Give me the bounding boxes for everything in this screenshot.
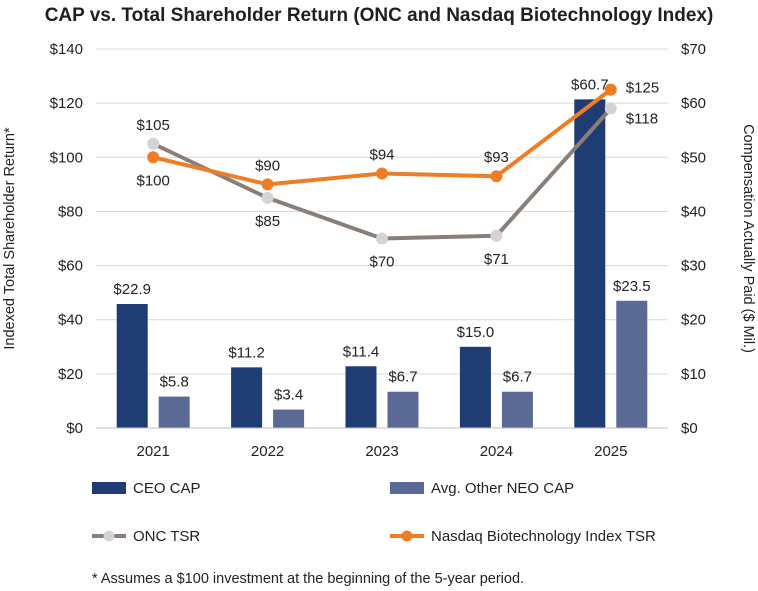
left-tick-label: $20 (58, 366, 83, 383)
bar-data-label: $5.8 (160, 374, 189, 391)
line-data-label: $93 (484, 149, 509, 166)
footnote: * Assumes a $100 investment at the begin… (92, 571, 524, 587)
legend-label: Avg. Other NEO CAP (431, 480, 574, 497)
bar-avg-other-neo-cap (616, 300, 648, 428)
legend: CEO CAP Avg. Other NEO CAP ONC TSR Nasdaq B… (92, 480, 656, 545)
left-axis-title: Indexed Total Shareholder Return* (2, 127, 18, 350)
right-tick-label: $60 (681, 95, 706, 112)
point-onc-tsr (604, 102, 617, 115)
point-nasdaq-biotechnology-index-tsr (490, 170, 503, 183)
x-tick-label: 2022 (251, 443, 284, 460)
bar-data-label: $3.4 (274, 387, 303, 404)
lines (147, 83, 617, 245)
right-tick-label: $20 (681, 312, 706, 329)
legend-item-ceo-cap: CEO CAP (92, 480, 201, 497)
line-data-label: $71 (484, 251, 509, 268)
right-tick-label: $30 (681, 258, 706, 275)
x-tick-label: 2021 (137, 443, 170, 460)
bar-ceo-cap (345, 366, 377, 428)
right-tick-label: $0 (681, 420, 698, 437)
point-nasdaq-biotechnology-index-tsr (261, 178, 274, 191)
legend-marker (401, 530, 413, 542)
bar-data-label: $6.7 (388, 369, 417, 386)
bar-ceo-cap (459, 346, 491, 428)
line-data-label: $94 (369, 147, 394, 164)
left-tick-label: $80 (58, 203, 83, 220)
right-tick-label: $50 (681, 149, 706, 166)
point-nasdaq-biotechnology-index-tsr (147, 151, 160, 164)
legend-item-onc-tsr: ONC TSR (92, 528, 200, 545)
bar-data-label: $15.0 (457, 324, 495, 341)
legend-label: Nasdaq Biotechnology Index TSR (431, 528, 656, 545)
point-onc-tsr (376, 232, 388, 245)
bar-avg-other-neo-cap (387, 391, 419, 428)
left-tick-label: $100 (50, 149, 83, 166)
point-nasdaq-biotechnology-index-tsr (604, 83, 617, 96)
line-data-label: $70 (369, 254, 394, 271)
bar-avg-other-neo-cap (273, 409, 305, 428)
x-tick-label: 2024 (480, 443, 513, 460)
left-tick-label: $120 (50, 95, 83, 112)
line-data-label: $100 (137, 172, 170, 189)
legend-item-avg-other-neo-cap: Avg. Other NEO CAP (390, 480, 574, 497)
left-tick-label: $0 (66, 420, 83, 437)
line-data-label: $125 (626, 80, 659, 97)
gridlines (96, 48, 668, 375)
bar-ceo-cap (116, 304, 148, 428)
right-tick-label: $70 (681, 41, 706, 58)
point-nasdaq-biotechnology-index-tsr (376, 167, 388, 180)
left-tick-label: $40 (58, 312, 83, 329)
data-labels: $22.9 $11.2 $11.4 $15.0 $60.7 $5.8 $3.4 $6.7 $6.… (113, 76, 659, 403)
right-axis-title: Compensation Actually Paid ($ Mil.) (740, 124, 756, 353)
right-tick-label: $10 (681, 366, 706, 383)
bar-data-label: $11.4 (343, 343, 379, 360)
axes: $0 $20 $40 $60 $80 $100 $120 $140 $0 $10 $20 $30 $40… (50, 41, 706, 460)
left-tick-label: $140 (50, 41, 83, 58)
bar-avg-other-neo-cap (501, 391, 533, 428)
legend-marker (103, 530, 115, 542)
bar-data-label: $6.7 (503, 369, 532, 386)
legend-label: CEO CAP (133, 480, 201, 497)
point-onc-tsr (261, 191, 274, 204)
legend-label: ONC TSR (133, 528, 200, 545)
right-tick-label: $40 (681, 203, 706, 220)
bars (116, 99, 648, 429)
bar-data-label: $60.7 (571, 76, 609, 93)
legend-swatch (390, 482, 424, 494)
bar-ceo-cap (231, 367, 263, 428)
bar-data-label: $11.2 (228, 344, 264, 361)
bar-avg-other-neo-cap (158, 396, 190, 428)
legend-item-nasdaq-biotechnology-index-tsr: Nasdaq Biotechnology Index TSR (390, 528, 656, 545)
line-data-label: $85 (255, 213, 280, 230)
x-tick-label: 2023 (365, 443, 398, 460)
line-data-label: $105 (137, 117, 170, 134)
point-onc-tsr (490, 229, 503, 242)
legend-swatch (92, 482, 126, 494)
line-data-label: $90 (255, 157, 280, 174)
bar-data-label: $22.9 (113, 281, 151, 298)
chart-title: CAP vs. Total Shareholder Return (ONC an… (45, 5, 714, 26)
line-data-label: $118 (626, 111, 658, 128)
left-tick-label: $60 (58, 258, 83, 275)
point-onc-tsr (147, 137, 160, 150)
bar-ceo-cap (574, 99, 606, 429)
x-tick-label: 2025 (594, 443, 627, 460)
bar-data-label: $23.5 (613, 278, 651, 295)
